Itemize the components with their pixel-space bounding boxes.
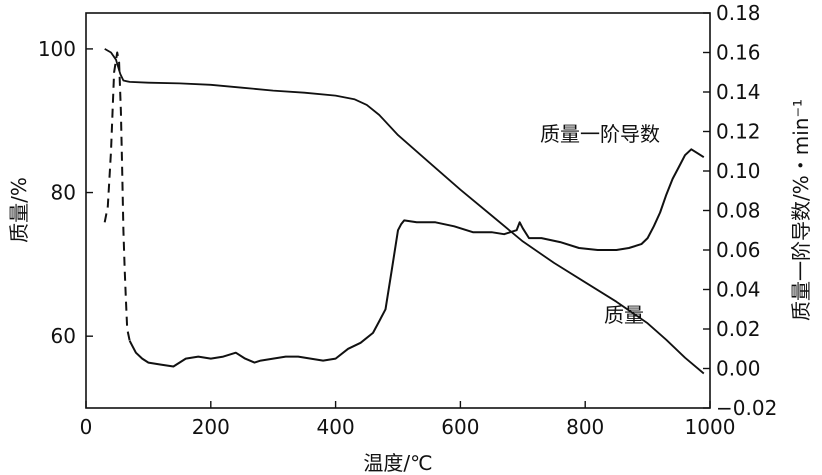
right-y-tick-label: 0.10 [716,159,761,183]
left-y-tick-label: 100 [38,37,76,61]
x-tick-label: 400 [317,415,355,439]
right-y-tick-label: 0.16 [716,41,761,65]
tick-layer: 0 200 400 600 800 1000 60 80 100 −0.02 0.00 0.02 0.0… [38,1,777,439]
plot-frame [85,12,711,409]
series-line-derivative [128,148,705,368]
left-y-tick-label: 60 [51,324,76,348]
x-tick-label: 600 [441,415,479,439]
series-line-mass [104,48,705,375]
x-tick-label: 800 [566,415,604,439]
right-y-tick-label: 0.00 [716,357,761,381]
right-y-tick-label: −0.02 [716,396,777,420]
right-y-tick-label: 0.12 [716,120,761,144]
series-layer [103,48,705,375]
left-axis-title: 质量/% [7,177,31,243]
right-y-tick-label: 0.06 [716,238,761,262]
derivative-annotation: 质量一阶导数 [540,122,660,146]
mass-annotation: 质量 [604,303,644,327]
right-axis-title: 质量一阶导数/%・min⁻¹ [789,99,813,321]
right-y-tick-label: 0.04 [716,278,761,302]
right-y-tick-label: 0.14 [716,80,761,104]
series-line-derivative-dashed [103,51,131,342]
right-y-tick-label: 0.08 [716,199,761,223]
left-y-tick-label: 80 [51,181,76,205]
x-tick-label: 0 [80,415,93,439]
x-tick-label: 200 [192,415,230,439]
x-tick-label: 1000 [685,415,736,439]
right-y-tick-label: 0.18 [716,1,761,25]
right-y-tick-label: 0.02 [716,317,761,341]
x-axis-title: 温度/℃ [363,451,432,475]
